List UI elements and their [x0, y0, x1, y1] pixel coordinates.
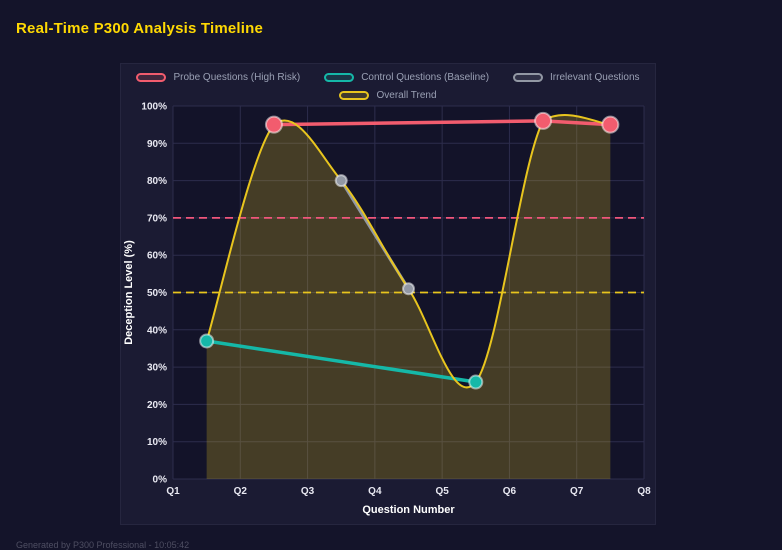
y-tick-label: 0% — [153, 475, 168, 486]
data-point[interactable] — [334, 174, 348, 188]
data-point[interactable] — [468, 374, 484, 390]
x-tick-label: Q4 — [368, 486, 382, 497]
y-tick-label: 20% — [147, 400, 167, 411]
y-tick-label: 30% — [147, 363, 167, 374]
legend-swatch — [324, 73, 355, 83]
legend-label: Control Questions (Baseline) — [361, 72, 490, 84]
y-tick-label: 10% — [147, 437, 167, 448]
legend-item[interactable]: Control Questions (Baseline) — [324, 72, 489, 83]
legend-swatch — [339, 90, 370, 100]
y-tick-label: 60% — [147, 251, 167, 262]
trend-area-fill — [206, 115, 611, 479]
x-tick-label: Q8 — [637, 486, 651, 497]
y-tick-label: 50% — [147, 288, 167, 299]
chart-legend: Probe Questions (High Risk) Control Quest… — [121, 64, 655, 101]
data-point[interactable] — [534, 111, 553, 130]
data-point[interactable] — [601, 115, 620, 134]
x-tick-label: Q6 — [503, 486, 517, 497]
series-line — [204, 339, 478, 384]
legend-label: Overall Trend — [376, 89, 437, 101]
legend-item[interactable]: Overall Trend — [339, 89, 437, 101]
y-tick-label: 70% — [147, 213, 167, 224]
x-tick-label: Q7 — [570, 486, 584, 497]
legend-item[interactable]: Irrelevant Questions — [513, 72, 640, 83]
y-tick-label: 80% — [147, 176, 167, 187]
legend-label: Probe Questions (High Risk) — [173, 72, 301, 84]
y-tick-label: 100% — [141, 102, 167, 113]
chart-panel: Probe Questions (High Risk) Control Quest… — [120, 63, 656, 525]
data-point[interactable] — [264, 115, 283, 134]
x-axis-title: Question Number — [362, 504, 455, 516]
footer-note: Generated by P300 Professional - 10:05:4… — [16, 540, 190, 550]
legend-swatch — [513, 73, 544, 83]
x-tick-label: Q5 — [435, 486, 449, 497]
y-tick-label: 40% — [147, 325, 167, 336]
legend-row: Overall Trend — [121, 90, 655, 102]
legend-swatch — [136, 73, 167, 83]
legend-row: Probe Questions (High Risk) Control Quest… — [121, 72, 655, 84]
y-tick-label: 90% — [147, 139, 167, 150]
legend-item[interactable]: Probe Questions (High Risk) — [136, 72, 300, 83]
page-title: Real-Time P300 Analysis Timeline — [16, 20, 264, 37]
x-tick-label: Q1 — [166, 486, 180, 497]
data-point[interactable] — [199, 333, 215, 349]
y-axis-title: Deception Level (%) — [123, 240, 135, 345]
x-tick-label: Q3 — [301, 486, 315, 497]
x-tick-label: Q2 — [234, 486, 248, 497]
data-point[interactable] — [402, 282, 415, 296]
timeline-chart: 0% 10% 20% 30% 40% 50% 60% 70% 80% 90% 100% Q1 Q2 Q3 Q… — [123, 102, 651, 517]
legend-label: Irrelevant Questions — [550, 72, 640, 84]
